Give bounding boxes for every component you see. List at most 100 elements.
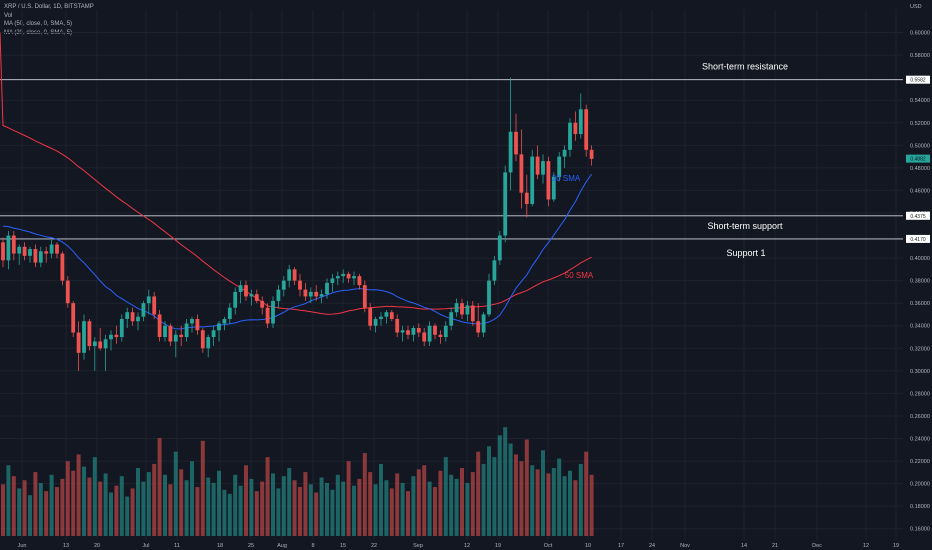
y-tick-0: 0.60000 (910, 31, 930, 37)
candle-body-91 (492, 260, 497, 281)
candle-body-83 (449, 312, 454, 326)
volume-bar-3 (17, 488, 22, 536)
volume-bar-77 (416, 469, 421, 536)
candle-body-21 (114, 334, 119, 338)
volume-bar-4 (22, 480, 27, 536)
y-tick-11: 0.34000 (910, 324, 930, 330)
volume-bar-107 (578, 463, 583, 536)
candle-body-23 (125, 312, 130, 319)
volume-bar-59 (319, 477, 324, 536)
candle-body-81 (438, 334, 443, 338)
volume-bar-94 (508, 443, 513, 536)
candle-body-106 (573, 122, 578, 135)
volume-bar-33 (179, 469, 184, 536)
volume-bar-64 (346, 461, 351, 536)
candle-body-22 (119, 318, 124, 338)
y-tick-3: 0.52000 (910, 121, 930, 127)
candle-body-98 (530, 156, 535, 204)
volume-bar-27 (146, 472, 151, 536)
x-tick-2: 20 (94, 543, 100, 549)
y-tick-13: 0.30000 (910, 369, 930, 375)
price-tag-support1: 0.4170 (910, 237, 926, 243)
candle-body-4 (22, 246, 27, 256)
x-tick-23: 19 (893, 543, 899, 549)
x-tick-1: 13 (63, 543, 69, 549)
volume-bar-46 (249, 478, 254, 536)
candle-body-10 (55, 244, 59, 254)
candle-body-102 (551, 176, 556, 200)
volume-bar-58 (314, 492, 319, 536)
volume-bar-79 (427, 481, 432, 536)
candle-body-70 (379, 316, 383, 319)
x-tick-16: 17 (618, 543, 624, 549)
candle-body-62 (335, 276, 340, 279)
x-tick-0: Jun (18, 543, 27, 549)
volume-bar-98 (530, 465, 535, 536)
volume-bar-101 (546, 473, 551, 536)
volume-bar-10 (55, 487, 59, 536)
volume-bar-35 (190, 461, 194, 536)
volume-bar-93 (503, 427, 508, 536)
candle-body-13 (71, 303, 76, 333)
candle-body-57 (308, 291, 313, 297)
volume-bar-109 (589, 474, 594, 536)
candle-body-54 (292, 269, 297, 281)
candle-body-82 (443, 325, 448, 338)
volume-bar-91 (492, 457, 497, 536)
volume-bar-5 (28, 495, 32, 536)
candle-body-76 (411, 328, 416, 335)
volume-bar-18 (98, 481, 103, 536)
candle-body-65 (352, 276, 356, 279)
legend-ma50: MA (50, close, 0, SMA, 5) (4, 21, 73, 27)
volume-bar-106 (573, 480, 578, 536)
candle-body-2 (11, 235, 16, 254)
candle-body-28 (152, 296, 157, 315)
volume-bar-92 (497, 435, 502, 536)
volume-bar-26 (141, 481, 146, 536)
candle-body-37 (200, 330, 205, 349)
candle-body-26 (141, 303, 146, 317)
volume-bar-67 (362, 453, 367, 536)
sma20-line (2, 173, 593, 330)
volume-bar-78 (422, 465, 427, 536)
volume-bar-82 (443, 457, 448, 536)
candle-body-94 (508, 131, 513, 173)
volume-bar-42 (227, 493, 232, 536)
y-tick-12: 0.32000 (910, 346, 930, 352)
candle-body-42 (227, 307, 232, 319)
candle-body-49 (265, 307, 270, 324)
candle-body-7 (38, 251, 43, 263)
volume-bar-61 (330, 489, 335, 536)
volume-bar-74 (400, 482, 405, 536)
y-tick-14: 0.28000 (910, 391, 930, 397)
candle-body-75 (406, 330, 410, 335)
volume-bar-83 (449, 474, 454, 536)
candle-body-52 (281, 280, 286, 290)
volume-bar-76 (411, 476, 416, 536)
candle-body-93 (503, 172, 508, 236)
volume-bar-6 (33, 472, 38, 536)
candle-body-50 (271, 300, 275, 324)
y-tick-9: 0.38000 (910, 279, 930, 285)
volume-bar-41 (222, 489, 227, 536)
candle-body-79 (427, 325, 432, 342)
candle-body-77 (416, 328, 421, 333)
candle-body-46 (249, 294, 254, 297)
volume-bar-25 (136, 468, 140, 536)
volume-bar-39 (211, 482, 216, 536)
volume-bar-47 (254, 491, 259, 536)
candle-body-96 (519, 154, 524, 193)
x-tick-4: 11 (174, 543, 180, 549)
candle-body-109 (589, 149, 594, 159)
candle-body-48 (260, 300, 265, 308)
price-tag-bg-resistance (906, 75, 930, 84)
volume-bar-19 (103, 473, 108, 536)
volume-bar-60 (325, 482, 329, 536)
candle-body-71 (384, 312, 389, 317)
candle-body-97 (524, 192, 529, 204)
candle-body-31 (168, 325, 173, 342)
price-tag-resistance: 0.5582 (910, 78, 926, 84)
volume-bar-24 (130, 488, 135, 536)
volume-bar-105 (568, 470, 572, 536)
